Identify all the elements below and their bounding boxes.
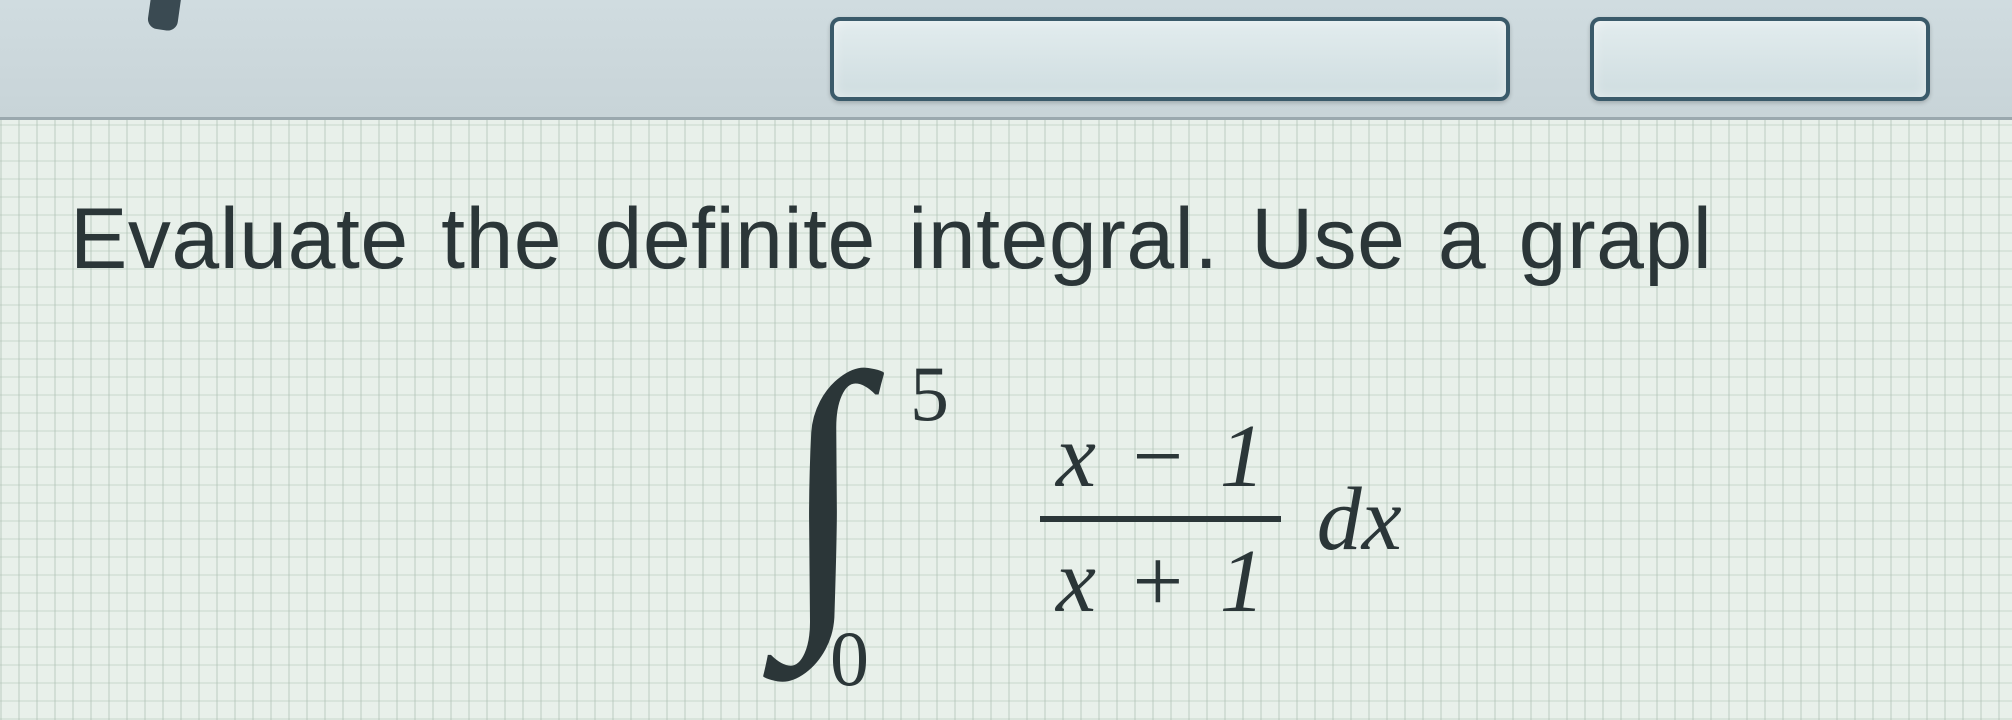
integrand-fraction: x − 1 x + 1 xyxy=(1040,407,1281,631)
lower-limit: 0 xyxy=(830,614,869,704)
toolbar-button-1[interactable] xyxy=(830,17,1510,101)
numerator-op: − xyxy=(1118,407,1197,506)
toolbar xyxy=(0,0,2012,120)
numerator: x − 1 xyxy=(1040,407,1281,506)
integral-sign: ∫ xyxy=(780,349,868,629)
denominator-var: x xyxy=(1056,532,1096,631)
denominator-op: + xyxy=(1118,532,1197,631)
fraction-bar xyxy=(1040,516,1281,522)
integral-expression: ∫ 5 0 x − 1 x + 1 dx xyxy=(800,379,2012,659)
upper-limit: 5 xyxy=(910,349,949,439)
denominator-const: 1 xyxy=(1220,532,1265,631)
numerator-const: 1 xyxy=(1220,407,1265,506)
numerator-var: x xyxy=(1056,407,1096,506)
integral-sign-group: ∫ 5 0 xyxy=(800,379,960,659)
toolbar-button-2[interactable] xyxy=(1590,17,1930,101)
question-panel: Evaluate the definite integral. Use a gr… xyxy=(0,120,2012,720)
differential: dx xyxy=(1317,468,1402,571)
denominator: x + 1 xyxy=(1040,532,1281,631)
question-prompt: Evaluate the definite integral. Use a gr… xyxy=(70,190,2012,289)
